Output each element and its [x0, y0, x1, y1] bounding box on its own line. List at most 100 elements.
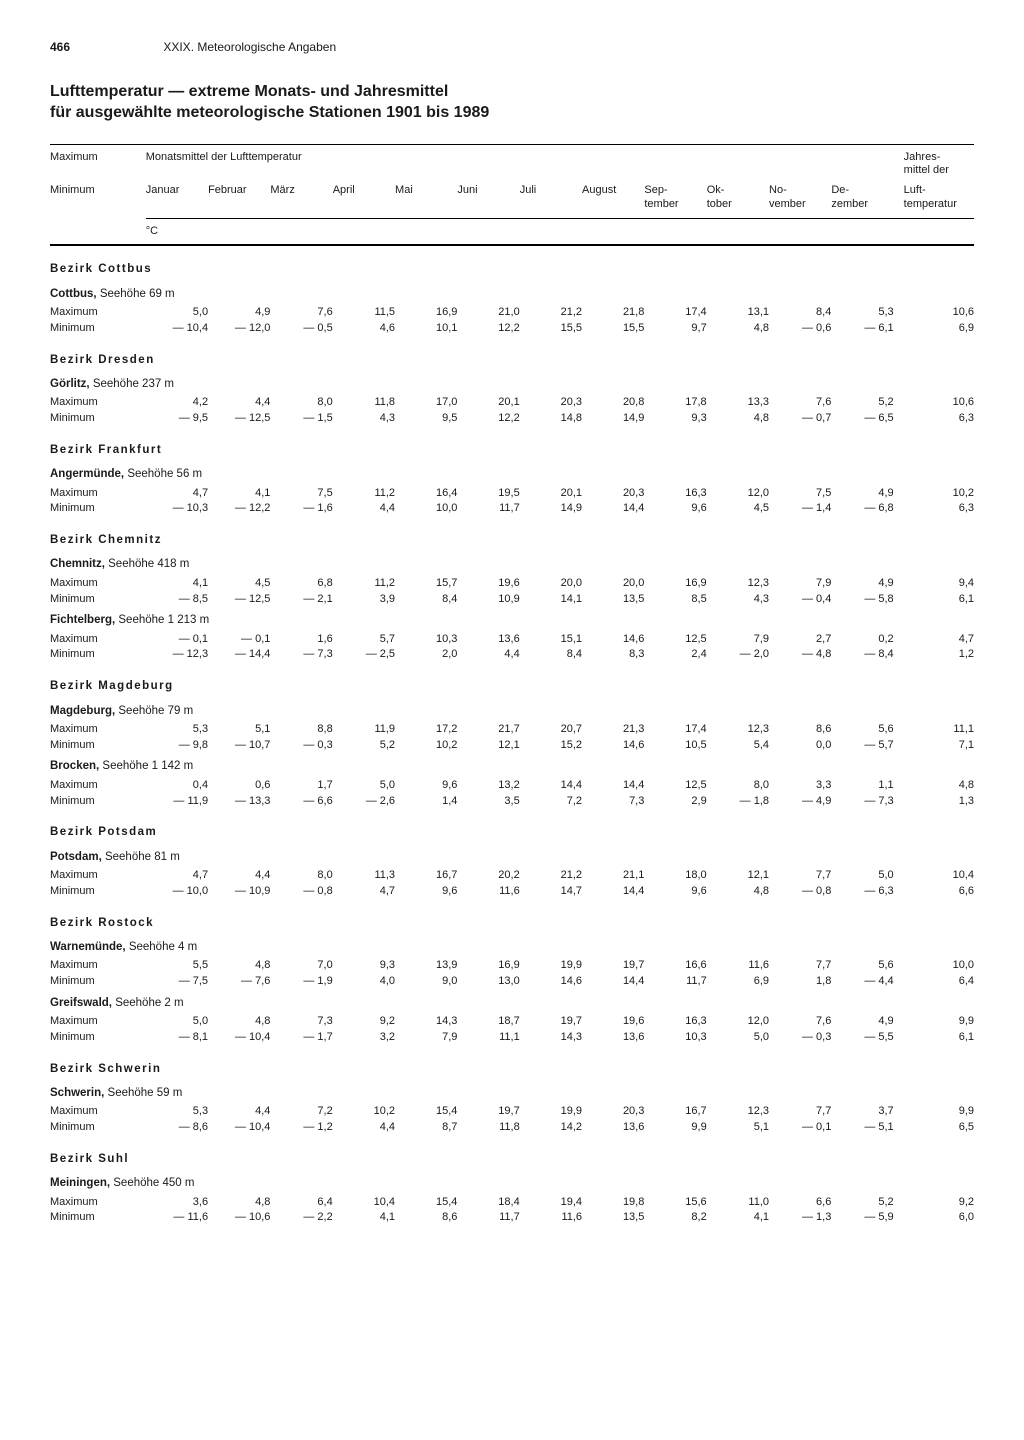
- data-cell: 16,7: [644, 1104, 706, 1120]
- section-header: Bezirk Frankfurt: [50, 427, 974, 461]
- table-row: Maximum5,54,87,09,313,916,919,919,716,61…: [50, 958, 974, 974]
- data-cell: 11,8: [333, 395, 395, 411]
- row-label: Maximum: [50, 1104, 146, 1120]
- station-header: Görlitz, Seehöhe 237 m: [50, 371, 974, 395]
- data-cell: 6,1: [894, 1030, 974, 1046]
- data-cell: 1,7: [270, 778, 332, 794]
- data-cell: 11,0: [707, 1195, 769, 1211]
- data-cell: 20,7: [520, 722, 582, 738]
- data-cell: 10,9: [457, 592, 519, 608]
- data-cell: 4,7: [894, 632, 974, 648]
- data-cell: 19,6: [582, 1014, 644, 1030]
- data-cell: 5,3: [146, 722, 208, 738]
- row-label: Maximum: [50, 632, 146, 648]
- data-cell: 5,1: [707, 1120, 769, 1136]
- data-cell: 16,3: [644, 1014, 706, 1030]
- data-cell: 11,7: [457, 1210, 519, 1226]
- title-line-1: Lufttemperatur — extreme Monats- und Jah…: [50, 83, 448, 100]
- data-cell: 12,3: [707, 1104, 769, 1120]
- header-min-label: Minimum: [50, 180, 146, 218]
- data-cell: 10,6: [894, 395, 974, 411]
- data-cell: 13,9: [395, 958, 457, 974]
- month-header: Mai: [395, 180, 457, 218]
- data-cell: 14,3: [395, 1014, 457, 1030]
- data-cell: 20,1: [520, 486, 582, 502]
- data-cell: — 0,1: [769, 1120, 831, 1136]
- data-cell: 1,1: [831, 778, 893, 794]
- data-cell: — 12,0: [208, 321, 270, 337]
- data-cell: — 5,7: [831, 738, 893, 754]
- data-cell: 15,4: [395, 1195, 457, 1211]
- unit-label: °C: [146, 219, 208, 245]
- data-cell: 0,2: [831, 632, 893, 648]
- data-cell: 6,8: [270, 576, 332, 592]
- data-cell: 6,6: [894, 884, 974, 900]
- station-header: Greifswald, Seehöhe 2 m: [50, 990, 974, 1014]
- data-cell: 7,1: [894, 738, 974, 754]
- data-cell: 2,9: [644, 794, 706, 810]
- data-cell: 14,9: [582, 411, 644, 427]
- data-cell: — 13,3: [208, 794, 270, 810]
- data-cell: — 12,2: [208, 501, 270, 517]
- month-header: Januar: [146, 180, 208, 218]
- data-cell: 7,3: [270, 1014, 332, 1030]
- data-cell: 14,4: [582, 501, 644, 517]
- data-cell: 4,8: [707, 884, 769, 900]
- data-cell: 5,0: [146, 1014, 208, 1030]
- row-label: Maximum: [50, 1195, 146, 1211]
- data-cell: 20,3: [582, 486, 644, 502]
- data-cell: — 2,1: [270, 592, 332, 608]
- data-cell: — 0,6: [769, 321, 831, 337]
- row-label: Minimum: [50, 592, 146, 608]
- data-cell: — 5,1: [831, 1120, 893, 1136]
- data-cell: 19,8: [582, 1195, 644, 1211]
- data-cell: 8,0: [270, 868, 332, 884]
- data-cell: 4,7: [146, 486, 208, 502]
- data-cell: 15,6: [644, 1195, 706, 1211]
- data-cell: 5,0: [146, 305, 208, 321]
- data-cell: 10,4: [333, 1195, 395, 1211]
- data-cell: 4,1: [146, 576, 208, 592]
- data-cell: 14,4: [582, 778, 644, 794]
- data-cell: 3,7: [831, 1104, 893, 1120]
- data-cell: 0,0: [769, 738, 831, 754]
- data-cell: 4,6: [333, 321, 395, 337]
- data-cell: 17,4: [644, 305, 706, 321]
- data-cell: 10,2: [894, 486, 974, 502]
- data-cell: — 10,7: [208, 738, 270, 754]
- data-cell: 9,2: [333, 1014, 395, 1030]
- month-header: Sep- tember: [644, 180, 706, 218]
- row-label: Minimum: [50, 1120, 146, 1136]
- data-cell: 4,8: [208, 1014, 270, 1030]
- data-cell: 15,5: [582, 321, 644, 337]
- header-span-label: Monatsmittel der Lufttemperatur: [146, 145, 894, 181]
- station-header: Angermünde, Seehöhe 56 m: [50, 461, 974, 485]
- data-cell: 4,8: [707, 321, 769, 337]
- data-cell: — 1,4: [769, 501, 831, 517]
- row-label: Minimum: [50, 647, 146, 663]
- temperature-table: Maximum Monatsmittel der Lufttemperatur …: [50, 144, 974, 1227]
- data-cell: 15,4: [395, 1104, 457, 1120]
- data-cell: 3,5: [457, 794, 519, 810]
- data-cell: 11,8: [457, 1120, 519, 1136]
- data-cell: 19,5: [457, 486, 519, 502]
- data-cell: 6,4: [894, 974, 974, 990]
- data-cell: 9,9: [894, 1014, 974, 1030]
- data-cell: — 2,0: [707, 647, 769, 663]
- data-cell: 0,4: [146, 778, 208, 794]
- table-row: Minimum— 8,6— 10,4— 1,24,48,711,814,213,…: [50, 1120, 974, 1136]
- data-cell: — 10,4: [208, 1030, 270, 1046]
- data-cell: 5,2: [831, 1195, 893, 1211]
- data-cell: 4,4: [333, 501, 395, 517]
- data-cell: 20,0: [582, 576, 644, 592]
- row-label: Maximum: [50, 576, 146, 592]
- data-cell: 9,3: [644, 411, 706, 427]
- data-cell: 7,7: [769, 868, 831, 884]
- data-cell: 5,3: [831, 305, 893, 321]
- data-cell: — 0,1: [146, 632, 208, 648]
- data-cell: 11,1: [457, 1030, 519, 1046]
- data-cell: 7,9: [769, 576, 831, 592]
- data-cell: — 1,7: [270, 1030, 332, 1046]
- data-cell: 20,1: [457, 395, 519, 411]
- data-cell: — 10,3: [146, 501, 208, 517]
